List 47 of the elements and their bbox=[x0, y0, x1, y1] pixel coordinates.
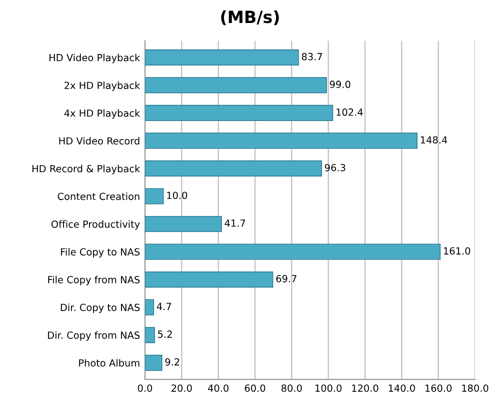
x-tick-label: 60.0 bbox=[244, 384, 266, 392]
x-tick-label: 180.0 bbox=[462, 384, 488, 392]
bar bbox=[145, 160, 322, 177]
bar bbox=[145, 354, 162, 371]
bar bbox=[145, 77, 327, 94]
y-tick-label: File Copy from NAS bbox=[48, 276, 140, 286]
x-tick-label: 80.0 bbox=[282, 384, 302, 392]
x-tick-label: 100.0 bbox=[315, 384, 342, 392]
data-label: 9.2 bbox=[165, 358, 180, 366]
y-tick-label: Dir. Copy to NAS bbox=[60, 304, 140, 313]
data-label: 5.2 bbox=[158, 330, 172, 338]
bar bbox=[145, 49, 299, 66]
x-tick-label: 160.0 bbox=[425, 384, 452, 392]
chart-title: (MB/s) bbox=[221, 10, 279, 26]
data-label: 41.7 bbox=[224, 220, 246, 227]
bar bbox=[145, 132, 418, 149]
x-tick-label: 140.0 bbox=[388, 384, 415, 392]
data-label: 102.4 bbox=[336, 108, 363, 116]
data-label: 99.0 bbox=[330, 80, 350, 88]
x-tick-label: 40.0 bbox=[208, 384, 229, 392]
bar bbox=[145, 244, 441, 260]
data-label: 4.7 bbox=[156, 302, 172, 310]
y-tick-label: HD Video Record bbox=[59, 137, 140, 145]
y-tick-label: File Copy to NAS bbox=[61, 248, 140, 258]
y-tick-label: Content Creation bbox=[58, 192, 140, 200]
data-label: 69.7 bbox=[276, 274, 296, 282]
y-tick-label: Office Productivity bbox=[51, 220, 140, 230]
x-tick-label: 0.0 bbox=[138, 384, 152, 392]
x-tick-label: 120.0 bbox=[352, 384, 378, 392]
bar bbox=[145, 271, 274, 288]
y-tick-label: Dir. Copy from NAS bbox=[48, 331, 140, 341]
y-tick-label: HD Video Playback bbox=[50, 54, 140, 64]
bar bbox=[145, 188, 164, 204]
bar bbox=[145, 299, 154, 316]
y-tick-label: 4x HD Playback bbox=[64, 109, 140, 119]
y-tick-label: HD Record & Playback bbox=[32, 164, 140, 174]
bar bbox=[145, 326, 155, 344]
x-tick-label: 20.0 bbox=[172, 384, 192, 392]
y-tick-label: 2x HD Playback bbox=[64, 82, 140, 91]
bar bbox=[145, 216, 222, 232]
bar bbox=[145, 104, 334, 122]
data-label: 10.0 bbox=[167, 192, 188, 200]
data-label: 148.4 bbox=[420, 136, 448, 144]
data-label: 83.7 bbox=[302, 52, 322, 60]
data-label: 96.3 bbox=[324, 164, 346, 172]
y-tick-label: Photo Album bbox=[79, 359, 140, 367]
data-label: 161.0 bbox=[444, 247, 470, 255]
